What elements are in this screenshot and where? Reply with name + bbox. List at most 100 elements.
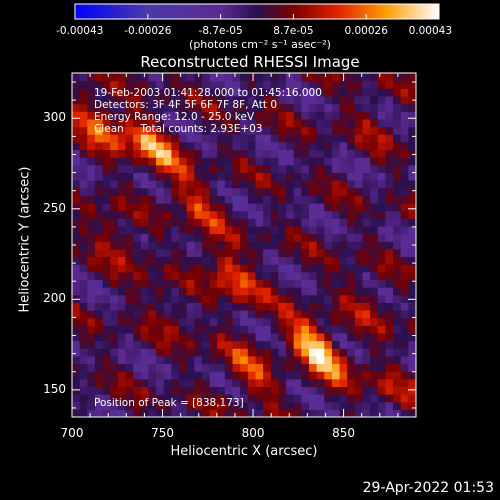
heatmap-cell <box>87 88 96 97</box>
heatmap-cell <box>324 340 333 349</box>
heatmap-cell <box>324 111 333 120</box>
heatmap-cell <box>163 287 172 296</box>
heatmap-cell <box>278 294 287 303</box>
heatmap-cell <box>331 371 341 380</box>
heatmap-cell <box>286 225 295 235</box>
heatmap-cell <box>224 271 234 280</box>
heatmap-cell <box>217 248 226 258</box>
heatmap-cell <box>286 378 295 388</box>
heatmap-cell <box>79 264 88 273</box>
heatmap-cell <box>331 355 341 365</box>
heatmap-cell <box>347 95 356 105</box>
heatmap-cell <box>331 248 341 258</box>
heatmap-cell <box>94 271 104 280</box>
heatmap-cell <box>240 103 249 112</box>
heatmap-cell <box>140 332 150 342</box>
heatmap-cell <box>354 103 364 112</box>
heatmap-cell <box>370 363 379 372</box>
heatmap-cell <box>362 409 371 417</box>
heatmap-cell <box>72 355 81 365</box>
heatmap-cell <box>263 325 272 334</box>
heatmap-cell <box>179 73 188 82</box>
heatmap-cell <box>347 80 356 89</box>
heatmap-cell <box>393 202 402 212</box>
heatmap-cell <box>163 118 172 128</box>
heatmap-cell <box>133 134 142 143</box>
heatmap-cell <box>255 180 264 189</box>
heatmap-cell <box>171 325 180 334</box>
heatmap-cell <box>339 287 348 296</box>
heatmap-cell <box>240 172 249 181</box>
heatmap-cell <box>94 118 104 128</box>
heatmap-cell <box>232 332 241 342</box>
heatmap-cell <box>347 325 356 334</box>
heatmap-cell <box>278 141 287 151</box>
heatmap-cell <box>240 348 249 357</box>
heatmap-cell <box>148 332 157 342</box>
heatmap-cell <box>301 180 310 189</box>
heatmap-cell <box>125 256 134 265</box>
heatmap-cell <box>278 340 287 349</box>
heatmap-cell <box>194 317 203 326</box>
heatmap-cell <box>270 126 279 135</box>
heatmap-cell <box>140 256 150 265</box>
heatmap-cell <box>408 172 416 181</box>
heatmap-cell <box>156 340 165 349</box>
heatmap-cell <box>308 394 318 403</box>
heatmap-cell <box>278 225 287 235</box>
heatmap-cell <box>316 95 325 105</box>
heatmap-cell <box>156 386 165 395</box>
heatmap-cell <box>133 401 142 410</box>
heatmap-cell <box>286 325 295 334</box>
heatmap-cell <box>286 149 295 158</box>
heatmap-cell <box>331 80 341 89</box>
heatmap-cell <box>186 271 195 280</box>
heatmap-cell <box>133 157 142 166</box>
heatmap-cell <box>362 241 371 250</box>
heatmap-cell <box>278 126 287 135</box>
heatmap-cell <box>102 187 111 196</box>
heatmap-cell <box>278 172 287 181</box>
heatmap-cell <box>385 294 394 303</box>
heatmap-cell <box>385 126 394 135</box>
heatmap-cell <box>393 111 402 120</box>
heatmap-cell <box>224 233 234 242</box>
heatmap-cell <box>72 210 81 219</box>
heatmap-cell <box>133 302 142 311</box>
heatmap-cell <box>94 187 104 196</box>
heatmap-cell <box>278 233 287 242</box>
heatmap-cell <box>316 378 325 388</box>
heatmap-cell <box>194 80 203 89</box>
heatmap-cell <box>331 111 341 120</box>
heatmap-cell <box>117 325 127 334</box>
heatmap-cell <box>179 317 188 326</box>
heatmap-cell <box>156 394 165 403</box>
heatmap-cell <box>370 302 379 311</box>
heatmap-cell <box>125 225 134 235</box>
heatmap-cell <box>362 287 371 296</box>
heatmap-cell <box>72 164 81 173</box>
heatmap-cell <box>209 294 218 303</box>
heatmap-cell <box>194 386 203 395</box>
heatmap-cell <box>370 111 379 120</box>
heatmap-cell <box>125 157 134 166</box>
heatmap-cell <box>377 279 387 288</box>
heatmap-cell <box>148 157 157 166</box>
heatmap-cell <box>224 348 234 357</box>
heatmap-cell <box>140 73 150 82</box>
heatmap-cell <box>408 378 416 388</box>
heatmap-cell <box>186 195 195 204</box>
heatmap-cell <box>400 88 409 97</box>
heatmap-cell <box>133 409 142 417</box>
heatmap-cell <box>270 95 279 105</box>
heatmap-cell <box>179 103 188 112</box>
heatmap-cell <box>148 271 157 280</box>
heatmap-cell <box>140 233 150 242</box>
heatmap-cell <box>354 141 364 151</box>
heatmap-cell <box>278 248 287 258</box>
heatmap-cell <box>171 287 180 296</box>
heatmap-cell <box>331 95 341 105</box>
heatmap-cell <box>270 149 279 158</box>
heatmap-cell <box>110 264 119 273</box>
heatmap-cell <box>232 210 241 219</box>
